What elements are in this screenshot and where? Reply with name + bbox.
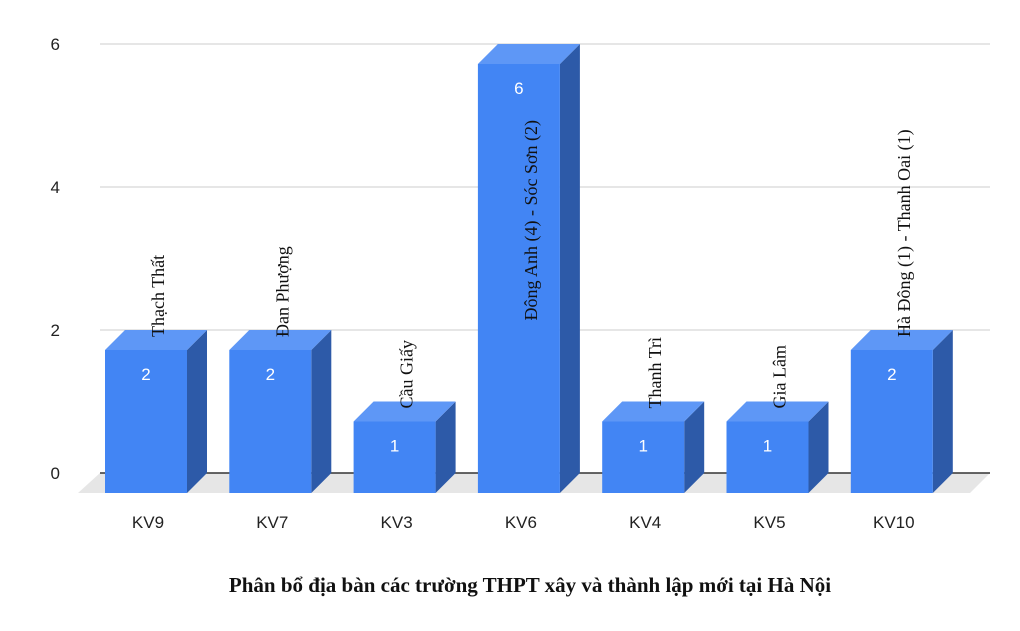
x-tick-label: KV4 bbox=[629, 513, 661, 532]
bar-front bbox=[726, 421, 809, 493]
x-tick-label: KV7 bbox=[256, 513, 288, 532]
bar: 6 Đông Anh (4) - Sóc Sơn (2) bbox=[477, 44, 580, 493]
x-axis-labels: KV9 KV7 KV3 KV6 KV4 KV5 KV10 bbox=[132, 513, 915, 532]
chart-title: Phân bổ địa bàn các trường THPT xây và t… bbox=[229, 573, 831, 597]
bar-top bbox=[602, 401, 705, 422]
bar-front bbox=[477, 64, 560, 493]
bar-annotation: Thạch Thất bbox=[148, 255, 168, 337]
bar: 2 Đan Phượng bbox=[229, 246, 332, 493]
bar: 2 Hà Đông (1) - Thanh Oai (1) bbox=[850, 129, 953, 493]
bar-side bbox=[187, 330, 207, 493]
bar-top bbox=[726, 401, 829, 422]
x-tick-label: KV3 bbox=[381, 513, 413, 532]
bar-side bbox=[559, 44, 580, 493]
x-tick-label: KV5 bbox=[753, 513, 785, 532]
bar-side bbox=[435, 401, 456, 493]
bar-annotation: Đông Anh (4) - Sóc Sơn (2) bbox=[521, 120, 542, 321]
bar-value-label: 1 bbox=[763, 437, 772, 456]
x-tick-label: KV10 bbox=[873, 513, 915, 532]
bar-side bbox=[808, 401, 829, 493]
bar: 1 Thanh Trì bbox=[602, 337, 705, 493]
bar-annotation: Cầu Giấy bbox=[397, 340, 417, 408]
bar-value-label: 1 bbox=[638, 437, 647, 456]
bar-front bbox=[105, 350, 187, 493]
y-axis-ticks: 0 2 4 6 bbox=[51, 35, 60, 483]
y-tick-label: 4 bbox=[51, 178, 60, 197]
bar-value-label: 2 bbox=[266, 365, 275, 384]
bar-side bbox=[932, 330, 953, 493]
bar: 1 Cầu Giấy bbox=[353, 340, 456, 493]
bar-value-label: 2 bbox=[887, 365, 896, 384]
bar-front bbox=[353, 421, 436, 493]
y-tick-label: 2 bbox=[51, 321, 60, 340]
x-tick-label: KV6 bbox=[505, 513, 537, 532]
bar-value-label: 2 bbox=[141, 365, 150, 384]
bar-front bbox=[229, 350, 312, 493]
y-tick-label: 0 bbox=[51, 464, 60, 483]
bar-top bbox=[105, 330, 207, 350]
bars: 2 Thạch Thất 2 Đan Phượng 1 Cầu Giấy 6 Đông Anh… bbox=[105, 44, 953, 493]
bar-value-label: 6 bbox=[514, 79, 523, 98]
bar-top bbox=[850, 330, 953, 350]
bar-top bbox=[353, 401, 456, 422]
bar-value-label: 1 bbox=[390, 437, 399, 456]
bar-front bbox=[602, 421, 685, 493]
bar: 2 Thạch Thất bbox=[105, 255, 207, 493]
bar: 1 Gia Lâm bbox=[726, 345, 829, 493]
bar-side bbox=[311, 330, 332, 493]
bar-annotation: Gia Lâm bbox=[770, 345, 790, 408]
x-tick-label: KV9 bbox=[132, 513, 164, 532]
bar-front bbox=[850, 350, 933, 493]
bar-top bbox=[477, 44, 580, 64]
bar-side bbox=[684, 401, 705, 493]
y-tick-label: 6 bbox=[51, 35, 60, 54]
bar-annotation: Đan Phượng bbox=[272, 246, 292, 337]
bar-annotation: Hà Đông (1) - Thanh Oai (1) bbox=[894, 129, 915, 337]
bar-annotation: Thanh Trì bbox=[645, 337, 665, 409]
bar-top bbox=[229, 330, 332, 350]
